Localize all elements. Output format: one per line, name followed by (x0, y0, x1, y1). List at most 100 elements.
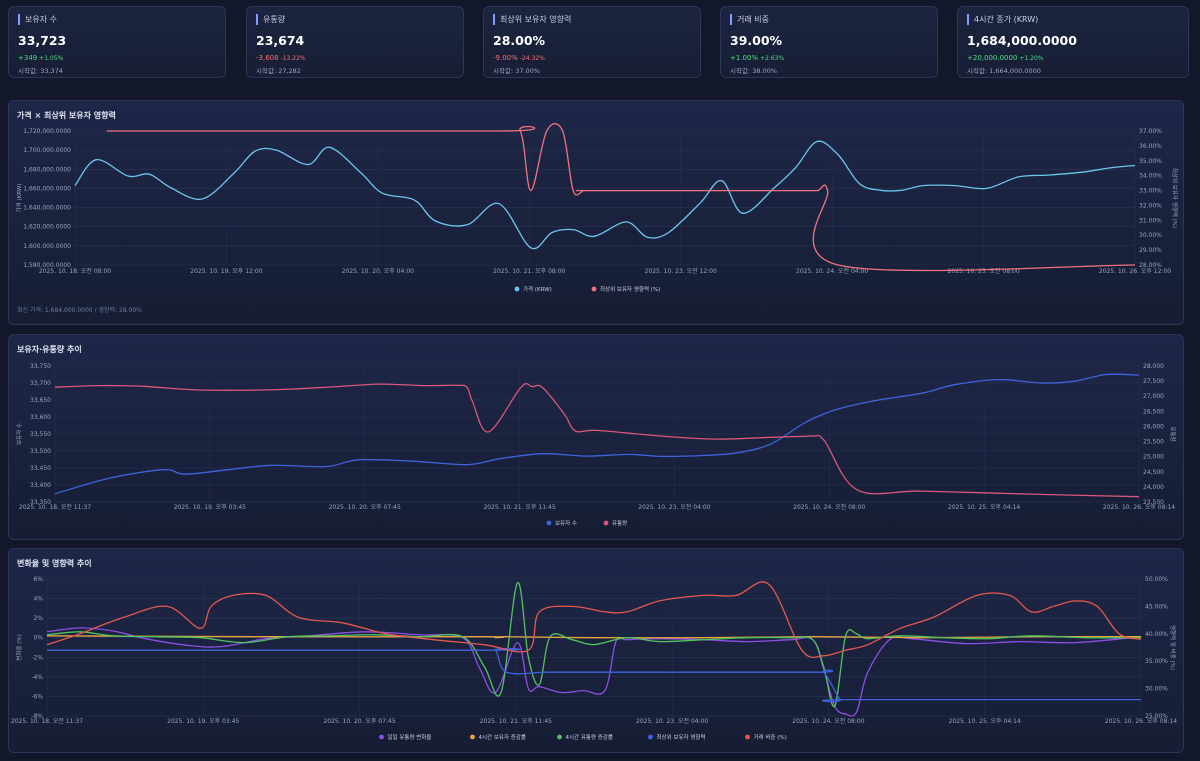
y2-tick-label: 24,500 (1143, 469, 1164, 476)
x-tick-label: 2025. 10. 19. 오후 03:45 (174, 503, 246, 511)
y-tick-label: -8% (31, 713, 43, 720)
kpi-change: -3,608 -13.22% (256, 54, 454, 62)
y2-tick-label: 25.00% (1145, 713, 1168, 720)
panel-title: 변화율 및 영향력 추이 (17, 559, 92, 568)
x-tick-label: 2025. 10. 21. 오후 11:45 (480, 717, 552, 725)
x-tick-label: 2025. 10. 25. 오후 04:14 (948, 503, 1020, 511)
kpi-change-value: +1.00% (730, 54, 759, 62)
y2-tick-label: 40.00% (1145, 631, 1168, 638)
series-line-3 (46, 582, 1142, 708)
y-tick-label: 1,600,000.0000 (23, 243, 71, 250)
y2-axis-label: 유통량 (1169, 426, 1176, 441)
panel-title: 보유자·유통량 추이 (17, 345, 82, 354)
legend-label: 거래 비중 (%) (754, 733, 787, 741)
kpi-start: 시작값: 38.00% (730, 67, 777, 75)
y-tick-label: 33,450 (30, 465, 51, 472)
series-line-1 (54, 373, 1140, 495)
legend-marker (591, 286, 597, 292)
x-tick-label: 2025. 10. 18. 오전 11:37 (19, 503, 91, 511)
change-rate-chart[interactable]: -8% -6% -4% -2% 0% 2% 4% 6% 25.00% 30.00% 35.00% 40… (9, 549, 1185, 754)
y-axis-label: 가격 (KRW) (15, 184, 23, 213)
y-tick-label: 33,550 (30, 431, 51, 438)
y-tick-label: 6% (33, 576, 43, 583)
holders-supply-chart[interactable]: 33,350 33,400 33,450 33,500 33,550 33,600 33,6… (9, 335, 1185, 541)
series-line-2 (106, 122, 1136, 272)
y2-tick-label: 24,000 (1143, 484, 1164, 491)
kpi-change-pct: +1.20% (1019, 55, 1044, 62)
y-axis-label: 변화율 (%) (15, 634, 23, 660)
x-tick-label: 2025. 10. 20. 오후 07:45 (329, 503, 401, 511)
y-tick-label: 1,640,000.0000 (23, 205, 71, 212)
kpi-value: 33,723 (18, 33, 67, 48)
series-line-1 (74, 140, 1136, 250)
y2-axis-label: 영향력 및 비중 (%) (1169, 625, 1177, 670)
price-impact-chart[interactable]: 1,580,000.0000 1,600,000.0000 1,620,000.00… (9, 101, 1185, 326)
x-tick-label: 2025. 10. 25. 오전 08:00 (947, 267, 1019, 275)
x-tick-label: 2025. 10. 26. 오후 08:14 (1105, 717, 1177, 725)
legend-marker (648, 734, 653, 740)
x-tick-label: 2025. 10. 23. 오전 04:00 (636, 717, 708, 725)
x-tick-label: 2025. 10. 23. 오전 04:00 (638, 503, 710, 511)
x-tick-label: 2025. 10. 21. 오후 08:00 (493, 267, 565, 275)
y2-tick-label: 26,000 (1143, 423, 1164, 430)
y-tick-label: 33,600 (30, 414, 51, 421)
y-tick-label: 4% (33, 596, 43, 603)
change-rate-panel: 변화율 및 영향력 추이 -8% -6% -4% -2% 0% 2% 4% 6% 25.00% 3… (8, 548, 1184, 753)
y-tick-label: 33,500 (30, 448, 51, 455)
y2-tick-label: 29.00% (1139, 247, 1162, 254)
kpi-change-value: +349 (18, 54, 38, 62)
kpi-change-value: +20,000.0000 (967, 54, 1018, 62)
kpi-start: 시작값: 37.00% (493, 67, 540, 75)
x-tick-label: 2025. 10. 24. 오전 04:00 (796, 267, 868, 275)
legend-marker (514, 286, 520, 292)
y-tick-label: -2% (31, 654, 43, 661)
y2-tick-label: 25,500 (1143, 439, 1164, 446)
x-tick-label: 2025. 10. 24. 오전 08:00 (792, 717, 864, 725)
legend-label: 4시간 보유자 증감률 (479, 733, 526, 741)
kpi-card-close-price: 4시간 종가 (KRW) 1,684,000.0000 +20,000.0000… (957, 6, 1189, 78)
legend-label: 최상위 보유자 영향력 (%) (600, 285, 660, 293)
series-line-2 (54, 383, 1140, 498)
x-tick-label: 2025. 10. 23. 오전 12:00 (645, 267, 717, 275)
kpi-change: +349 +1.05% (18, 54, 216, 62)
kpi-change: +1.00% +2.63% (730, 54, 928, 62)
kpi-card-trade-share: 거래 비중 39.00% +1.00% +2.63% 시작값: 38.00% (720, 6, 938, 78)
x-tick-label: 2025. 10. 21. 오후 11:45 (483, 503, 555, 511)
kpi-change-pct: -24.32% (519, 55, 545, 62)
kpi-change-pct: -13.22% (280, 55, 306, 62)
y2-tick-label: 28.00% (1139, 262, 1162, 269)
y2-tick-label: 27,500 (1143, 378, 1164, 385)
legend-marker (745, 734, 750, 740)
x-tick-label: 2025. 10. 18. 오전 11:37 (11, 717, 83, 725)
y2-tick-label: 37.00% (1139, 128, 1162, 135)
kpi-card-holders: 보유자 수 33,723 +349 +1.05% 시작값: 33,374 (8, 6, 226, 78)
kpi-value: 23,674 (256, 33, 305, 48)
legend-marker (557, 734, 562, 740)
kpi-start: 시작값: 33,374 (18, 67, 63, 75)
kpi-title: 거래 비중 (730, 14, 928, 25)
y2-tick-label: 35.00% (1139, 158, 1162, 165)
panel-title: 가격 × 최상위 보유자 영향력 (17, 111, 116, 120)
holders-supply-panel: 보유자·유통량 추이 33,350 33,400 33,450 33,500 33,55… (8, 334, 1184, 540)
y-tick-label: 1,660,000.0000 (23, 185, 71, 192)
y-tick-label: 33,750 (30, 363, 51, 370)
y2-tick-label: 45.00% (1145, 603, 1168, 610)
y2-tick-label: 50.00% (1145, 576, 1168, 583)
series-line-1 (46, 627, 1142, 717)
y-tick-label: 0% (33, 635, 43, 642)
kpi-title: 4시간 종가 (KRW) (967, 14, 1179, 25)
y-tick-label: 33,350 (30, 499, 51, 506)
y-tick-label: -4% (31, 674, 43, 681)
legend-label: 최상위 보유자 영향력 (657, 733, 706, 741)
legend-marker (603, 520, 609, 526)
kpi-title: 유통량 (256, 14, 454, 25)
legend-label: 일일 유통량 변화율 (388, 733, 432, 741)
kpi-start: 시작값: 27,282 (256, 67, 301, 75)
x-tick-label: 2025. 10. 20. 오후 07:45 (323, 717, 395, 725)
y2-tick-label: 26,500 (1143, 408, 1164, 415)
kpi-change-value: -9.00% (493, 54, 518, 62)
x-tick-label: 2025. 10. 26. 오후 12:00 (1099, 267, 1171, 275)
y-tick-label: 1,680,000.0000 (23, 166, 71, 173)
y2-tick-label: 30.00% (1145, 686, 1168, 693)
y2-tick-label: 31.00% (1139, 217, 1162, 224)
